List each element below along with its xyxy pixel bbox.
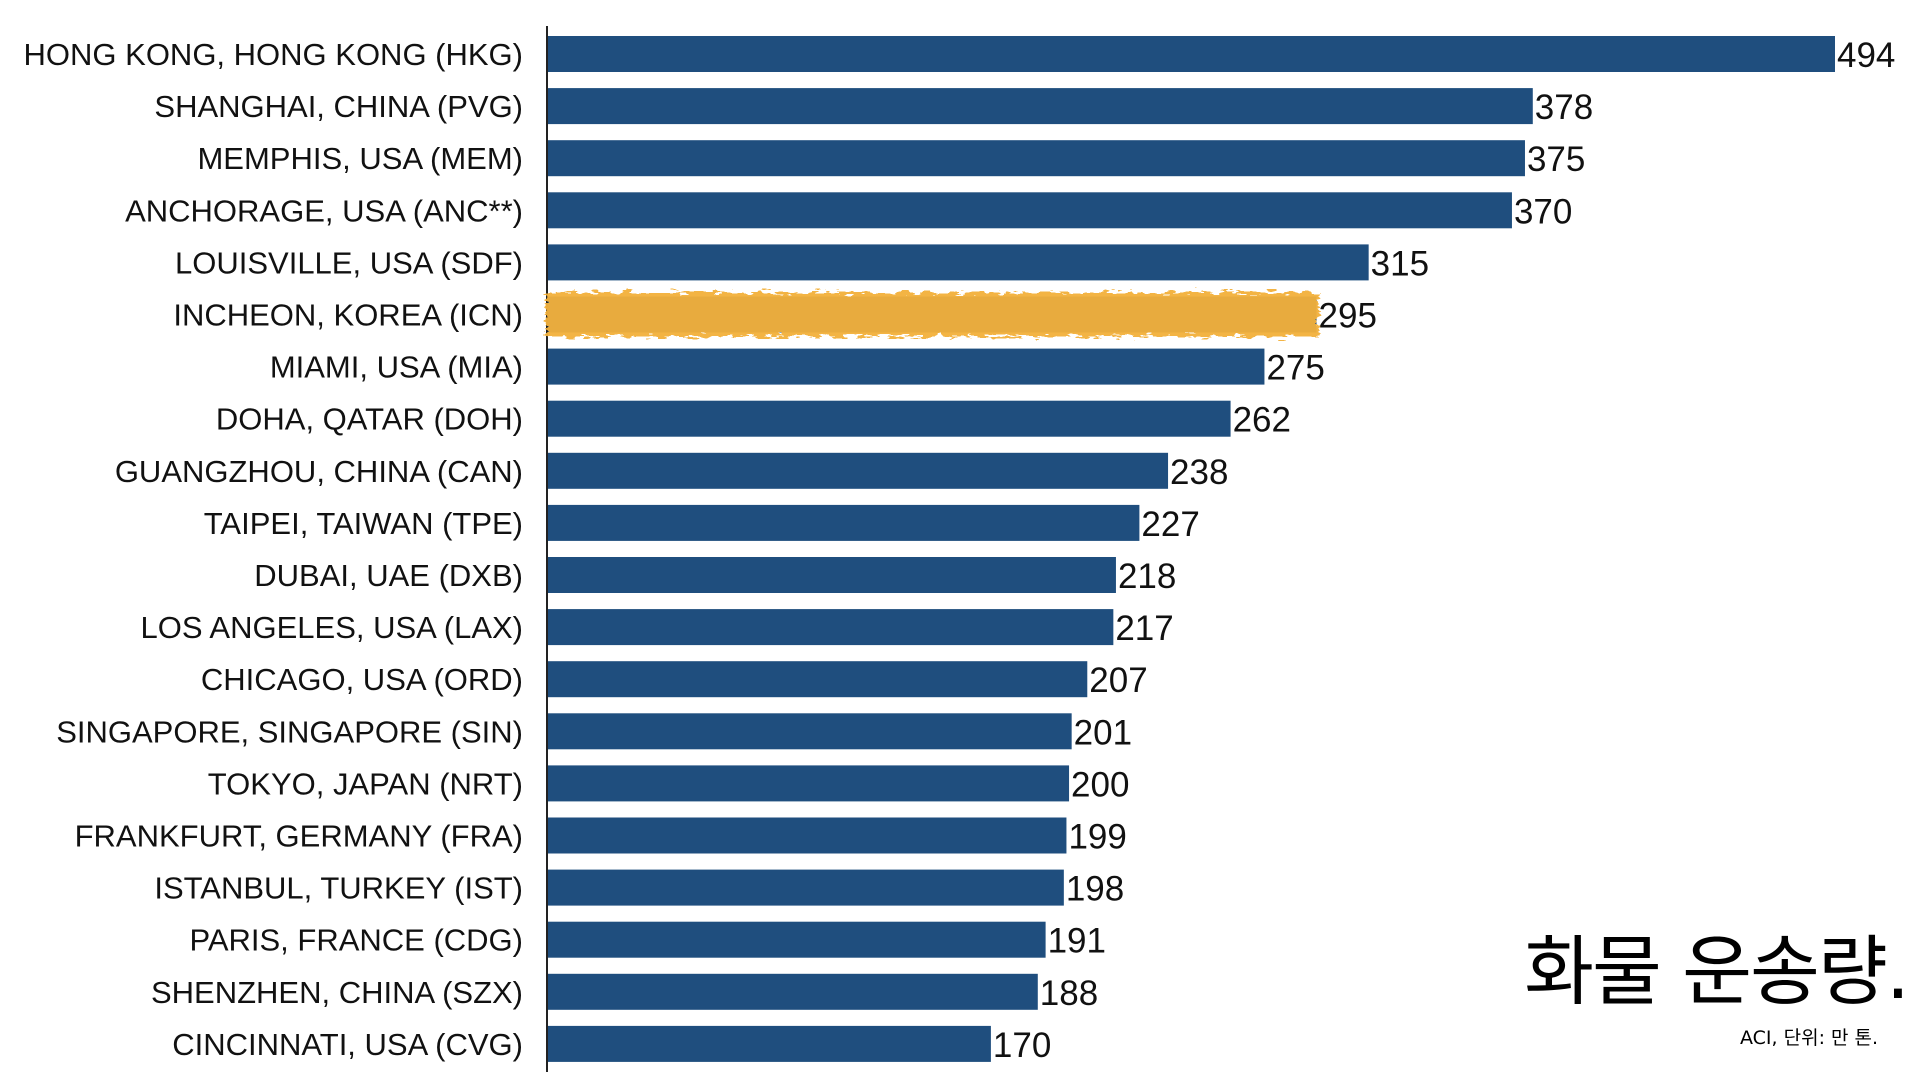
category-label: MIAMI, USA (MIA) bbox=[270, 350, 523, 385]
category-label: TAIPEI, TAIWAN (TPE) bbox=[204, 506, 523, 541]
bar bbox=[548, 140, 1525, 177]
value-label: 375 bbox=[1527, 140, 1585, 179]
bars-layer: HONG KONG, HONG KONG (HKG) 494 SHANGHAI, C… bbox=[24, 36, 1895, 1065]
category-label: CINCINNATI, USA (CVG) bbox=[172, 1027, 523, 1062]
value-label: 494 bbox=[1837, 36, 1895, 75]
category-label: LOS ANGELES, USA (LAX) bbox=[141, 610, 524, 645]
bar bbox=[548, 400, 1231, 437]
category-label: HONG KONG, HONG KONG (HKG) bbox=[24, 37, 523, 72]
category-label: CHICAGO, USA (ORD) bbox=[201, 662, 523, 697]
bar bbox=[548, 661, 1088, 698]
value-label: 218 bbox=[1118, 557, 1176, 596]
value-label: 262 bbox=[1233, 401, 1291, 440]
bar bbox=[548, 765, 1070, 802]
category-label: SHENZHEN, CHINA (SZX) bbox=[151, 975, 523, 1010]
value-label: 199 bbox=[1068, 818, 1126, 857]
chart-caption: 화물 운송량. bbox=[1524, 927, 1910, 1016]
bar bbox=[548, 609, 1114, 646]
category-label: DUBAI, UAE (DXB) bbox=[254, 558, 523, 593]
value-label: 370 bbox=[1514, 192, 1572, 231]
bar bbox=[548, 36, 1835, 72]
source-note: ACI, 단위: 만 톤. bbox=[1740, 1027, 1879, 1049]
bar bbox=[548, 504, 1140, 541]
bar bbox=[548, 244, 1369, 281]
value-label: 201 bbox=[1074, 713, 1132, 752]
category-label: LOUISVILLE, USA (SDF) bbox=[175, 245, 523, 280]
category-label: ISTANBUL, TURKEY (IST) bbox=[154, 871, 523, 906]
value-label: 207 bbox=[1089, 661, 1147, 700]
category-label: SINGAPORE, SINGAPORE (SIN) bbox=[56, 714, 523, 749]
category-label: GUANGZHOU, CHINA (CAN) bbox=[115, 454, 523, 489]
bar bbox=[548, 817, 1067, 854]
highlight-scribble bbox=[546, 292, 1319, 337]
category-label: INCHEON, KOREA (ICN) bbox=[173, 298, 523, 333]
bar bbox=[548, 973, 1038, 1010]
bar bbox=[548, 192, 1512, 229]
category-label: MEMPHIS, USA (MEM) bbox=[197, 141, 523, 176]
value-label: 191 bbox=[1048, 922, 1106, 961]
value-label: 170 bbox=[993, 1026, 1051, 1065]
bar bbox=[548, 713, 1072, 750]
bar bbox=[548, 557, 1116, 593]
value-label: 227 bbox=[1141, 505, 1199, 544]
bar bbox=[548, 88, 1533, 125]
category-label: FRANKFURT, GERMANY (FRA) bbox=[75, 819, 523, 854]
bar bbox=[548, 1025, 991, 1062]
category-label: TOKYO, JAPAN (NRT) bbox=[208, 766, 523, 801]
bar bbox=[548, 348, 1265, 385]
value-label: 200 bbox=[1071, 765, 1129, 804]
category-label: SHANGHAI, CHINA (PVG) bbox=[154, 89, 523, 124]
value-label: 217 bbox=[1115, 609, 1173, 648]
bar bbox=[548, 452, 1169, 489]
category-label: DOHA, QATAR (DOH) bbox=[216, 402, 523, 437]
value-label: 315 bbox=[1371, 244, 1429, 283]
value-label: 275 bbox=[1266, 349, 1324, 388]
value-label: 295 bbox=[1319, 297, 1377, 336]
bar bbox=[548, 921, 1046, 958]
value-label: 188 bbox=[1040, 974, 1098, 1013]
value-label: 238 bbox=[1170, 453, 1228, 492]
bar bbox=[548, 869, 1064, 906]
category-label: PARIS, FRANCE (CDG) bbox=[189, 923, 523, 958]
value-label: 198 bbox=[1066, 870, 1124, 909]
category-label: ANCHORAGE, USA (ANC**) bbox=[125, 193, 523, 228]
value-label: 378 bbox=[1535, 88, 1593, 127]
